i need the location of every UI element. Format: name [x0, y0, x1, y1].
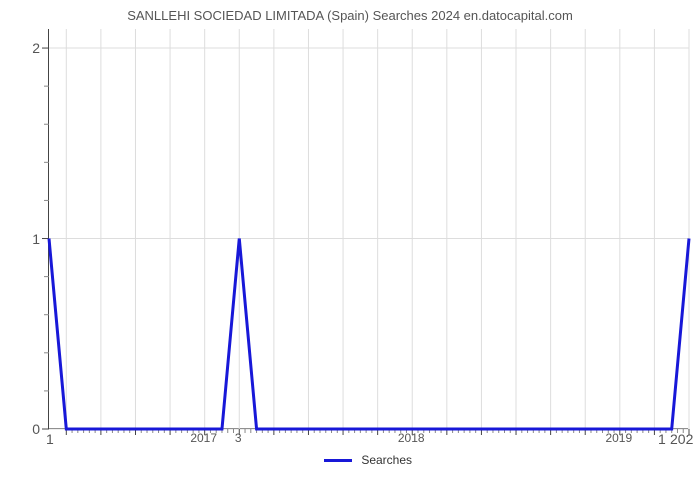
- y-tick-label: 2: [32, 40, 40, 56]
- legend-label: Searches: [361, 453, 412, 467]
- chart-wrap: 012 132017201820191202 Searches: [0, 29, 700, 469]
- x-year-label: 2017: [190, 431, 217, 445]
- chart-container: SANLLEHI SOCIEDAD LIMITADA (Spain) Searc…: [0, 0, 700, 500]
- x-year-label: 2019: [605, 431, 632, 445]
- x-end-label-right: 202: [670, 431, 693, 447]
- plot-svg: [49, 29, 689, 429]
- y-axis-labels: 012: [0, 29, 48, 429]
- chart-title: SANLLEHI SOCIEDAD LIMITADA (Spain) Searc…: [0, 8, 700, 23]
- y-tick-label: 0: [32, 421, 40, 437]
- y-tick-label: 1: [32, 231, 40, 247]
- legend: Searches: [48, 453, 688, 467]
- x-tick-label-3: 3: [235, 431, 242, 445]
- x-year-label: 2018: [398, 431, 425, 445]
- plot-area: [48, 29, 688, 429]
- x-axis-labels: 132017201820191202: [48, 431, 688, 451]
- legend-swatch: [324, 459, 352, 462]
- x-end-label-left: 1: [658, 431, 666, 447]
- x-start-label: 1: [46, 431, 54, 447]
